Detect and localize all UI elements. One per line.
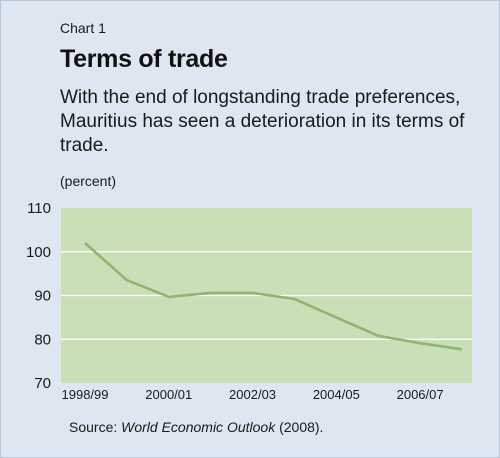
y-tick-label: 110 xyxy=(27,200,51,217)
x-tick-label: 2006/07 xyxy=(397,387,444,402)
x-tick-label: 2004/05 xyxy=(313,387,360,402)
x-axis-ticks: 1998/99 2000/01 2002/03 2004/05 2006/07 xyxy=(62,387,444,402)
source-note: Source: World Economic Outlook (2008). xyxy=(69,419,323,435)
y-tick-label: 70 xyxy=(34,375,51,392)
x-tick-label: 1998/99 xyxy=(62,387,109,402)
source-suffix: (2008). xyxy=(275,419,324,435)
y-tick-label: 100 xyxy=(26,244,51,261)
chart-number: Chart 1 xyxy=(60,20,106,36)
y-unit-label: (percent) xyxy=(60,173,117,189)
chart-title: Terms of trade xyxy=(60,45,228,73)
y-tick-label: 80 xyxy=(34,331,51,348)
x-tick-label: 2000/01 xyxy=(145,387,192,402)
series-line xyxy=(84,242,463,351)
y-tick-label: 90 xyxy=(34,288,51,305)
chart-subtitle: With the end of longstanding trade prefe… xyxy=(60,87,465,156)
y-axis-ticks: 70 80 90 100 110 xyxy=(26,200,51,392)
x-tick-label: 2002/03 xyxy=(229,387,276,402)
source-publication: World Economic Outlook xyxy=(121,419,276,435)
source-prefix: Source: xyxy=(69,419,122,435)
